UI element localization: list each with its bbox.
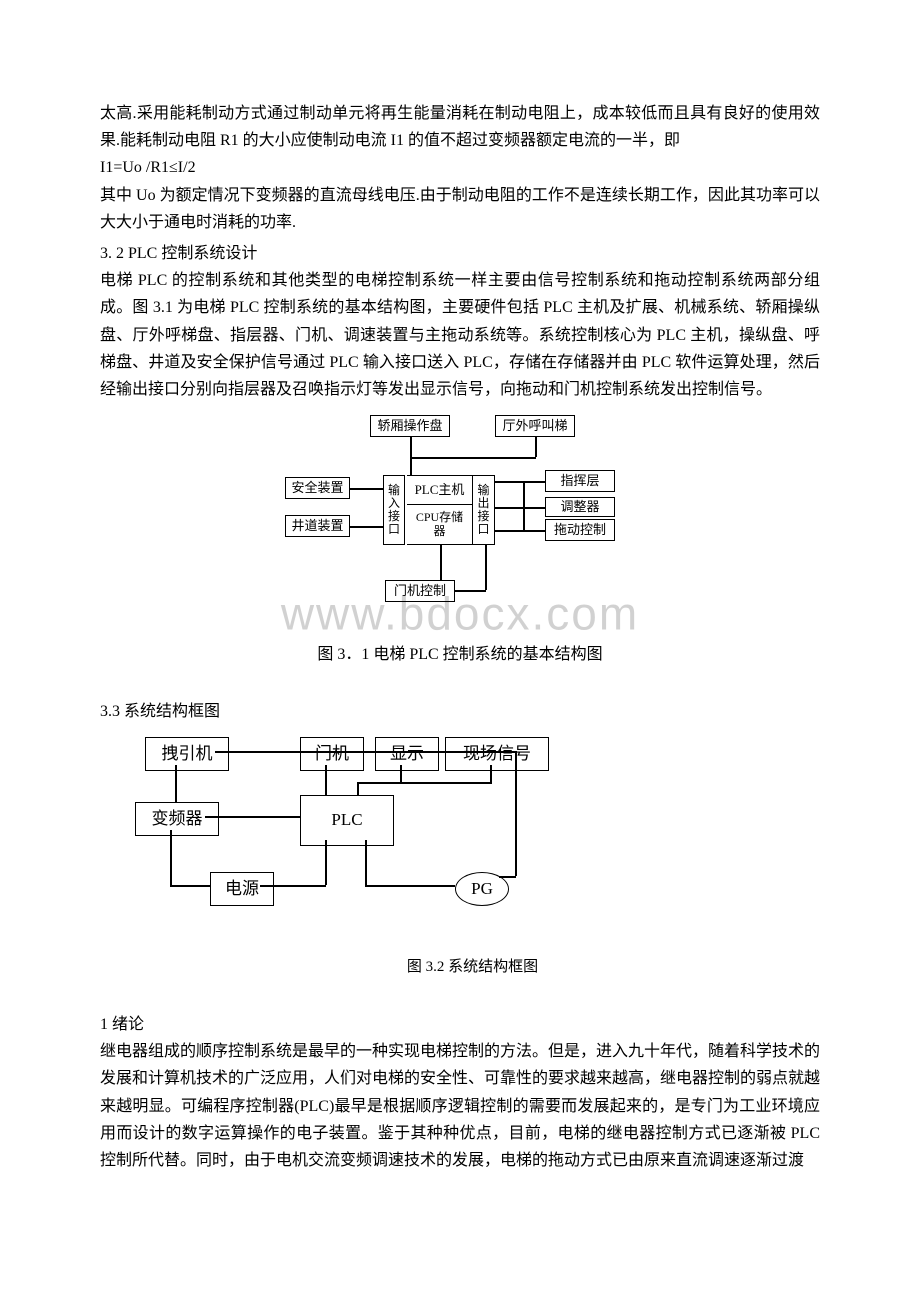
box-command-floor: 指挥层: [545, 470, 615, 492]
heading-3-2: 3. 2 PLC 控制系统设计: [100, 240, 820, 267]
line: [515, 751, 517, 876]
paragraph-intro: 太高.采用能耗制动方式通过制动单元将再生能量消耗在制动电阻上，成本较低而且具有良…: [100, 100, 820, 154]
box-traction: 拽引机: [145, 737, 229, 771]
box-display: 显示: [375, 737, 439, 771]
box-field-signal: 现场信号: [445, 737, 549, 771]
figure-3-2-caption: 图 3.2 系统结构框图: [407, 955, 538, 981]
line: [175, 765, 177, 802]
line: [357, 782, 492, 784]
line: [499, 876, 516, 878]
paragraph-plc-system: 电梯 PLC 的控制系统和其他类型的电梯控制系统一样主要由信号控制系统和拖动控制…: [100, 267, 820, 403]
line: [410, 437, 412, 475]
box-regulator: 调整器: [545, 497, 615, 517]
line: [400, 765, 402, 782]
paragraph-relay-history: 继电器组成的顺序控制系统是最早的一种实现电梯控制的方法。但是，进入九十年代，随着…: [100, 1038, 820, 1174]
box-plc: PLC: [300, 795, 394, 846]
box-shaft: 井道装置: [285, 515, 350, 537]
box-door: 门机: [300, 737, 364, 771]
line: [455, 590, 486, 592]
box-inverter: 变频器: [135, 802, 219, 836]
formula-line: I1=Uo /R1≤I/2: [100, 154, 820, 181]
line: [490, 765, 492, 782]
line: [365, 840, 367, 885]
line: [325, 765, 327, 795]
line: [495, 507, 545, 509]
figure-3-1-container: 轿厢操作盘 厅外呼叫梯 安全装置 井道装置 输入接口 PLC主机 CPU存储器 …: [100, 415, 820, 668]
line: [495, 481, 545, 483]
line: [350, 526, 383, 528]
line: [170, 885, 210, 887]
figure-3-2-container: 拽引机 门机 显示 现场信号 变频器 PLC 电源 PG: [125, 737, 820, 981]
line: [535, 437, 537, 457]
box-input-port: 输入接口: [383, 475, 405, 545]
line: [410, 457, 536, 459]
box-power: 电源: [210, 872, 274, 906]
line: [260, 885, 326, 887]
heading-3-3: 3.3 系统结构框图: [100, 698, 820, 725]
line: [215, 751, 515, 753]
box-door-control: 门机控制: [385, 580, 455, 602]
figure-3-1-caption: 图 3．1 电梯 PLC 控制系统的基本结构图: [317, 641, 602, 668]
line: [357, 782, 359, 795]
paragraph-explain: 其中 Uo 为额定情况下变频器的直流母线电压.由于制动电阻的工作不是连续长期工作…: [100, 182, 820, 236]
box-cabin-panel: 轿厢操作盘: [370, 415, 450, 437]
box-output-port: 输出接口: [473, 475, 495, 545]
box-drive-control: 拖动控制: [545, 519, 615, 541]
line: [205, 816, 300, 818]
line: [495, 530, 545, 532]
heading-1: 1 绪论: [100, 1011, 820, 1038]
line: [523, 481, 525, 531]
line: [440, 545, 442, 580]
figure-3-1-diagram: 轿厢操作盘 厅外呼叫梯 安全装置 井道装置 输入接口 PLC主机 CPU存储器 …: [285, 415, 635, 635]
box-plc-main: PLC主机: [407, 475, 473, 505]
box-cpu-storage: CPU存储器: [407, 505, 473, 545]
box-hall-call: 厅外呼叫梯: [495, 415, 575, 437]
line: [170, 830, 172, 885]
line: [325, 840, 327, 885]
line: [365, 885, 455, 887]
figure-3-2-diagram: 拽引机 门机 显示 现场信号 变频器 PLC 电源 PG: [125, 737, 545, 937]
line: [485, 545, 487, 590]
box-safety: 安全装置: [285, 477, 350, 499]
line: [350, 488, 383, 490]
